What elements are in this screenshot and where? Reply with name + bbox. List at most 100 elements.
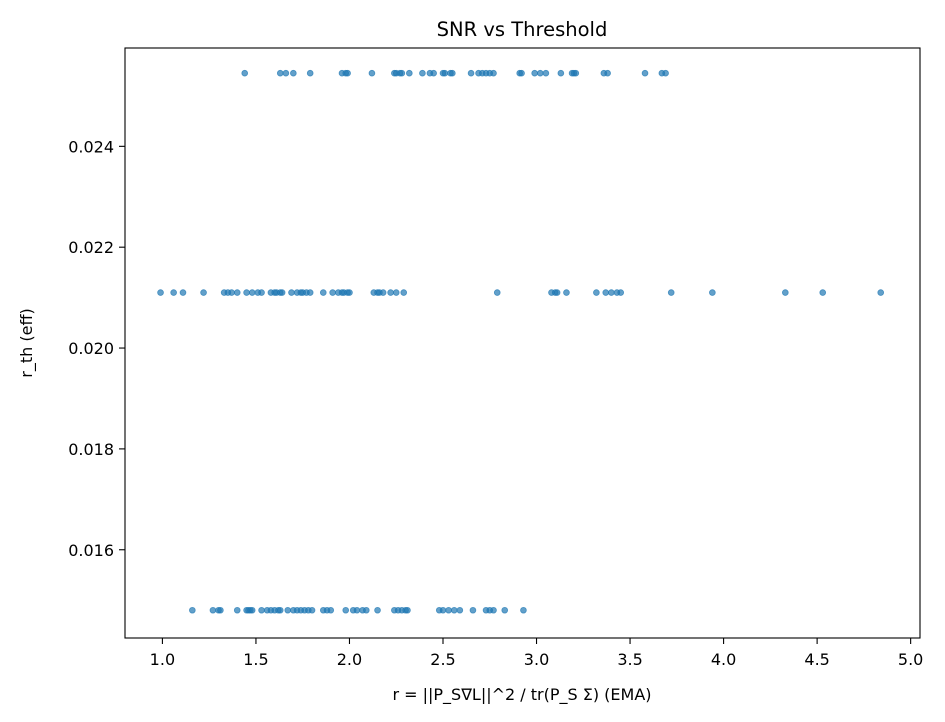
x-tick-label: 5.0 (898, 650, 923, 669)
data-point (392, 289, 400, 296)
data-point (518, 69, 525, 77)
y-tick-label: 0.018 (68, 440, 114, 459)
data-point (419, 69, 426, 77)
data-point (782, 289, 789, 296)
data-point (572, 69, 580, 77)
data-point (553, 289, 561, 296)
data-point (542, 69, 550, 77)
x-tick-label: 1.5 (243, 650, 268, 669)
data-point (379, 289, 387, 296)
data-point (490, 606, 497, 614)
data-point (157, 289, 164, 296)
data-point (445, 606, 452, 614)
data-point (469, 606, 477, 614)
data-point (276, 606, 284, 614)
data-point (278, 289, 286, 296)
x-axis-label: r = ||P_S∇L||^2 / tr(P_S Σ) (EMA) (392, 685, 651, 705)
data-point (308, 606, 316, 614)
data-point (327, 606, 335, 614)
data-point (439, 606, 447, 614)
data-point (344, 69, 351, 77)
data-point (557, 69, 565, 77)
data-point (306, 69, 314, 77)
data-point (449, 69, 456, 77)
data-point (531, 69, 538, 77)
data-points (157, 69, 885, 614)
data-point (368, 69, 376, 77)
data-point (501, 606, 509, 614)
x-tick-label: 4.5 (804, 650, 829, 669)
data-point (258, 606, 265, 614)
data-point (490, 69, 497, 77)
plot-area-frame (124, 47, 921, 639)
data-point (387, 289, 394, 296)
data-point (374, 606, 381, 614)
y-tick-label: 0.016 (68, 541, 114, 560)
data-point (493, 289, 501, 296)
data-point (819, 289, 827, 296)
data-point (593, 289, 600, 296)
data-point (353, 606, 361, 614)
data-point (406, 69, 413, 77)
data-point (282, 69, 290, 77)
data-point (617, 289, 625, 296)
data-point (233, 289, 241, 296)
x-tick-label: 2.5 (430, 650, 455, 669)
y-tick-label: 0.020 (68, 339, 114, 358)
data-point (877, 289, 885, 296)
data-point (276, 69, 284, 77)
data-point (342, 606, 350, 614)
x-axis-ticks: 1.0 1.5 2.0 2.5 3.0 3.5 4.0 4.5 5.0 (150, 638, 923, 669)
y-tick-label: 0.022 (68, 238, 114, 257)
data-point (430, 69, 437, 77)
data-point (602, 289, 610, 296)
data-point (608, 289, 615, 296)
data-point (329, 289, 336, 296)
data-point (189, 606, 196, 614)
y-axis-label: r_th (eff) (17, 308, 37, 377)
data-point (456, 606, 464, 614)
data-point (306, 289, 314, 296)
data-point (170, 289, 177, 296)
data-point (662, 69, 669, 77)
data-point (667, 289, 675, 296)
data-point (248, 606, 256, 614)
data-point (290, 69, 297, 77)
y-tick-label: 0.024 (68, 137, 114, 156)
data-point (536, 69, 544, 77)
data-point (200, 289, 207, 296)
data-point (398, 69, 406, 77)
data-point (243, 289, 250, 296)
chart-title: SNR vs Threshold (437, 18, 608, 41)
data-point (467, 69, 475, 77)
data-point (258, 289, 265, 296)
data-point (284, 606, 292, 614)
data-point (400, 289, 408, 296)
y-axis-ticks: 0.016 0.018 0.020 0.022 0.024 (68, 137, 125, 560)
data-point (241, 69, 249, 77)
data-point (563, 289, 570, 296)
data-point (179, 289, 187, 296)
data-point (209, 606, 217, 614)
x-tick-label: 3.5 (617, 650, 642, 669)
x-tick-label: 4.0 (711, 650, 736, 669)
x-tick-label: 3.0 (524, 650, 549, 669)
data-point (248, 289, 256, 296)
data-point (450, 606, 458, 614)
data-point (404, 606, 411, 614)
data-point (346, 289, 353, 296)
data-point (441, 69, 449, 77)
data-point (233, 606, 241, 614)
data-point (641, 69, 649, 77)
data-point (228, 289, 235, 296)
x-tick-label: 2.0 (337, 650, 362, 669)
data-point (604, 69, 611, 77)
data-point (520, 606, 527, 614)
x-tick-label: 1.0 (150, 650, 175, 669)
data-point (288, 289, 295, 296)
data-point (217, 606, 224, 614)
data-point (319, 289, 327, 296)
data-point (709, 289, 716, 296)
